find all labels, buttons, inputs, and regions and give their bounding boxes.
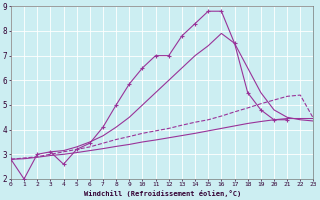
X-axis label: Windchill (Refroidissement éolien,°C): Windchill (Refroidissement éolien,°C) xyxy=(84,190,241,197)
